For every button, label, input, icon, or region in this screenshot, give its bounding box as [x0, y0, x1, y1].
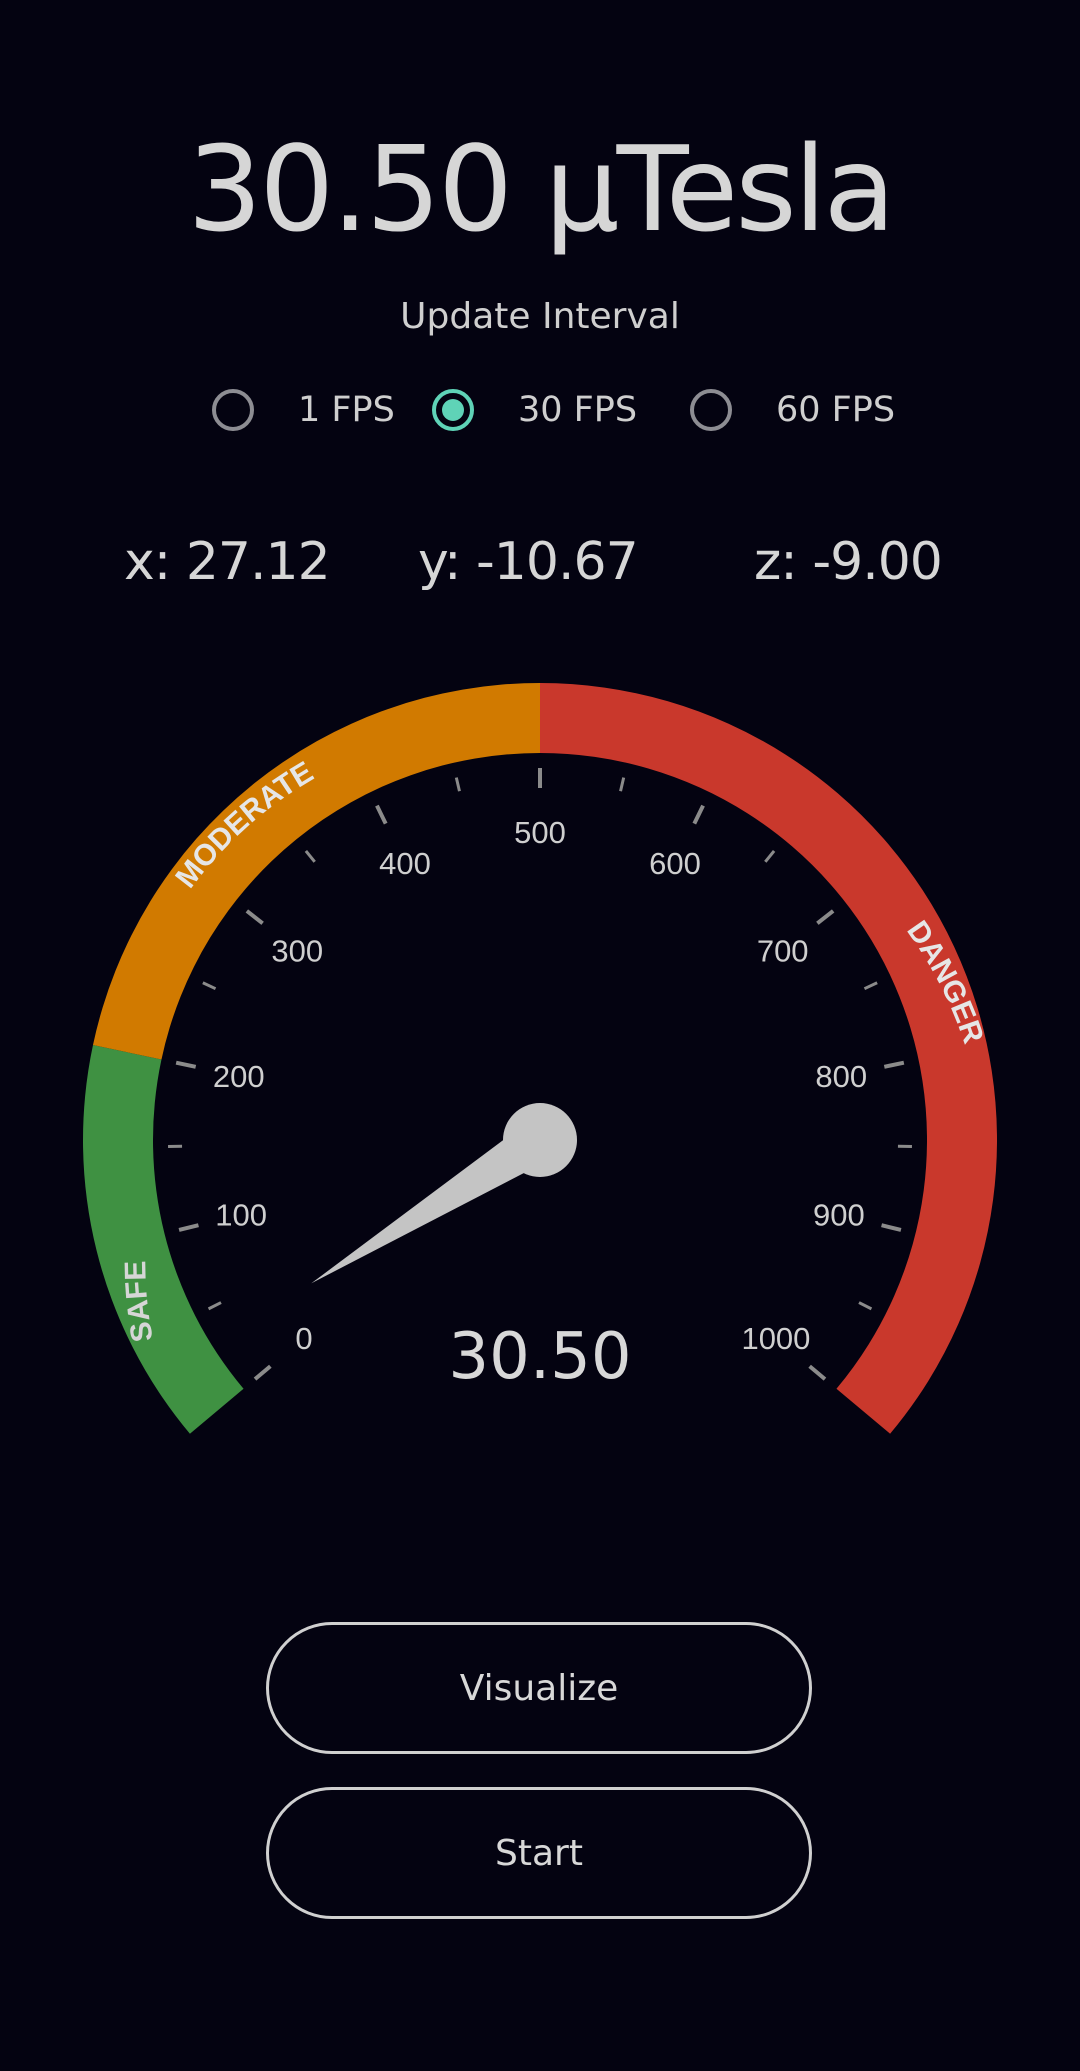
major-tick — [816, 909, 835, 925]
minor-tick — [863, 981, 878, 991]
major-tick — [178, 1223, 199, 1232]
magnetic-reading: 30.50 µTesla — [187, 120, 896, 258]
gauge-zones — [83, 683, 997, 1434]
gauge-value-label: 30.50 — [448, 1320, 631, 1394]
fps-option-label: 1 FPS — [298, 390, 395, 430]
visualize-button[interactable]: Visualize — [266, 1622, 812, 1754]
gauge-tick-label: 400 — [379, 846, 431, 881]
gauge-tick-label: 800 — [815, 1059, 867, 1094]
major-tick — [245, 909, 264, 925]
gauge-tick-label: 200 — [213, 1059, 265, 1094]
major-tick — [175, 1060, 197, 1069]
minor-tick — [858, 1301, 873, 1311]
fps-option-30[interactable]: 30 FPS — [432, 380, 637, 440]
gauge-tick-label: 700 — [757, 933, 809, 968]
radio-button-1fps[interactable] — [212, 389, 254, 431]
y-axis-value: y: -10.67 — [418, 532, 639, 592]
major-tick — [375, 804, 388, 825]
major-tick — [692, 804, 705, 825]
fps-radio-group: 1 FPS 30 FPS 60 FPS — [0, 380, 1080, 440]
minor-tick — [202, 981, 217, 991]
x-axis-value: x: 27.12 — [124, 532, 331, 592]
gauge-tick-label: 500 — [514, 815, 566, 850]
major-tick — [883, 1060, 905, 1069]
minor-tick — [619, 777, 626, 792]
gauge-tick-label: 0 — [295, 1321, 312, 1356]
needle-pointer — [311, 1121, 552, 1284]
gauge-tick-label: 900 — [813, 1198, 865, 1233]
radio-button-60fps[interactable] — [690, 389, 732, 431]
minor-tick — [207, 1301, 222, 1311]
gauge-tick-labels: 0 100 200 300 400 500 600 700 800 900 1000 — [213, 815, 867, 1356]
gauge-tick-label: 600 — [649, 846, 701, 881]
gauge-ticks — [168, 768, 912, 1381]
minor-tick — [304, 849, 316, 863]
fps-option-1[interactable]: 1 FPS — [212, 380, 395, 440]
z-axis-value: z: -9.00 — [754, 532, 943, 592]
gauge-tick-label: 300 — [271, 933, 323, 968]
gauge-zone-danger — [540, 683, 997, 1434]
start-button[interactable]: Start — [266, 1787, 812, 1919]
major-tick — [881, 1223, 902, 1232]
minor-tick — [454, 777, 461, 792]
major-tick — [253, 1364, 272, 1381]
radio-button-30fps[interactable] — [432, 389, 474, 431]
needle-hub — [503, 1103, 577, 1177]
gauge-zone-moderate — [92, 683, 541, 1060]
gauge-tick-label: 100 — [215, 1198, 267, 1233]
minor-tick — [764, 849, 776, 863]
fps-option-60[interactable]: 60 FPS — [690, 380, 895, 440]
gauge-tick-label: 1000 — [741, 1321, 810, 1356]
update-interval-label: Update Interval — [400, 296, 680, 337]
gauge-zone-safe — [83, 1044, 244, 1434]
gauge-needle — [311, 1103, 577, 1284]
major-tick — [808, 1364, 827, 1381]
fps-option-label: 60 FPS — [776, 390, 896, 430]
fps-option-label: 30 FPS — [518, 390, 638, 430]
